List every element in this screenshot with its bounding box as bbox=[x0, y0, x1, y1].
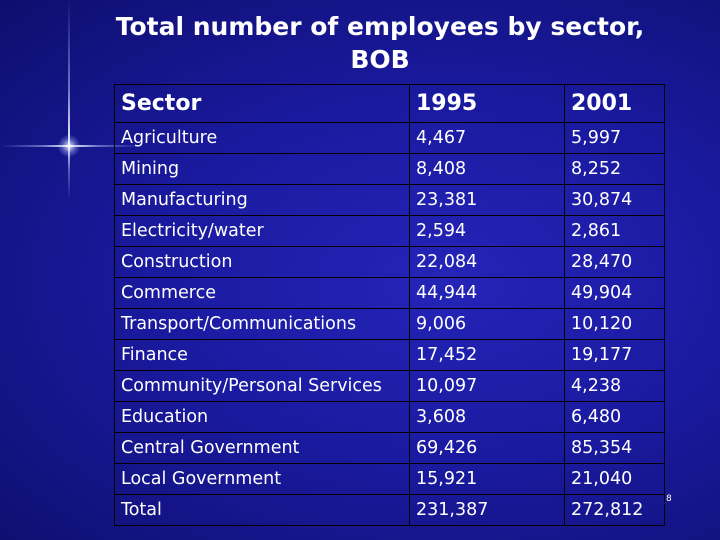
sector-cell: Electricity/water bbox=[114, 215, 410, 247]
table-row: Finance 17,452 19,177 bbox=[114, 339, 665, 371]
page-number: 8 bbox=[666, 494, 672, 504]
table-row: Community/Personal Services 10,097 4,238 bbox=[114, 370, 665, 402]
sector-cell: Agriculture bbox=[114, 122, 410, 154]
table-body: Agriculture 4,467 5,997 Mining 8,408 8,252 Man… bbox=[114, 122, 665, 526]
value-2001-cell: 4,238 bbox=[564, 370, 665, 402]
employees-table: Sector 1995 2001 Agriculture 4,467 5,997 Mi… bbox=[114, 84, 665, 526]
table-row: Construction 22,084 28,470 bbox=[114, 246, 665, 278]
value-2001-cell: 2,861 bbox=[564, 215, 665, 247]
table-row: Commerce 44,944 49,904 bbox=[114, 277, 665, 309]
sector-cell: Central Government bbox=[114, 432, 410, 464]
value-2001-cell: 272,812 bbox=[564, 494, 665, 526]
value-2001-cell: 30,874 bbox=[564, 184, 665, 216]
value-1995-cell: 15,921 bbox=[409, 463, 565, 495]
value-1995-cell: 10,097 bbox=[409, 370, 565, 402]
value-2001-cell: 6,480 bbox=[564, 401, 665, 433]
value-1995-cell: 3,608 bbox=[409, 401, 565, 433]
table-header-row: Sector 1995 2001 bbox=[114, 84, 665, 123]
table-row: Manufacturing 23,381 30,874 bbox=[114, 184, 665, 216]
lens-flare-vertical bbox=[68, 0, 70, 200]
table-row: Electricity/water 2,594 2,861 bbox=[114, 215, 665, 247]
value-2001-cell: 5,997 bbox=[564, 122, 665, 154]
table-row: Local Government 15,921 21,040 bbox=[114, 463, 665, 495]
sector-cell: Local Government bbox=[114, 463, 410, 495]
header-sector: Sector bbox=[114, 84, 410, 123]
value-2001-cell: 85,354 bbox=[564, 432, 665, 464]
table-row: Transport/Communications 9,006 10,120 bbox=[114, 308, 665, 340]
slide-title: Total number of employees by sector, BOB bbox=[115, 12, 645, 74]
value-1995-cell: 69,426 bbox=[409, 432, 565, 464]
value-2001-cell: 8,252 bbox=[564, 153, 665, 185]
value-1995-cell: 4,467 bbox=[409, 122, 565, 154]
value-2001-cell: 21,040 bbox=[564, 463, 665, 495]
value-1995-cell: 44,944 bbox=[409, 277, 565, 309]
value-1995-cell: 22,084 bbox=[409, 246, 565, 278]
value-2001-cell: 28,470 bbox=[564, 246, 665, 278]
sector-cell: Finance bbox=[114, 339, 410, 371]
header-1995: 1995 bbox=[409, 84, 565, 123]
value-1995-cell: 2,594 bbox=[409, 215, 565, 247]
value-2001-cell: 19,177 bbox=[564, 339, 665, 371]
value-1995-cell: 17,452 bbox=[409, 339, 565, 371]
value-1995-cell: 8,408 bbox=[409, 153, 565, 185]
table-row: Total 231,387 272,812 bbox=[114, 494, 665, 526]
value-2001-cell: 10,120 bbox=[564, 308, 665, 340]
sector-cell: Manufacturing bbox=[114, 184, 410, 216]
table-row: Education 3,608 6,480 bbox=[114, 401, 665, 433]
value-1995-cell: 231,387 bbox=[409, 494, 565, 526]
value-1995-cell: 23,381 bbox=[409, 184, 565, 216]
sector-cell: Total bbox=[114, 494, 410, 526]
sector-cell: Transport/Communications bbox=[114, 308, 410, 340]
lens-flare-glow bbox=[58, 135, 80, 157]
table-row: Agriculture 4,467 5,997 bbox=[114, 122, 665, 154]
sector-cell: Mining bbox=[114, 153, 410, 185]
sector-cell: Construction bbox=[114, 246, 410, 278]
sector-cell: Commerce bbox=[114, 277, 410, 309]
header-2001: 2001 bbox=[564, 84, 665, 123]
sector-cell: Education bbox=[114, 401, 410, 433]
table-row: Central Government 69,426 85,354 bbox=[114, 432, 665, 464]
value-1995-cell: 9,006 bbox=[409, 308, 565, 340]
value-2001-cell: 49,904 bbox=[564, 277, 665, 309]
table-row: Mining 8,408 8,252 bbox=[114, 153, 665, 185]
sector-cell: Community/Personal Services bbox=[114, 370, 410, 402]
